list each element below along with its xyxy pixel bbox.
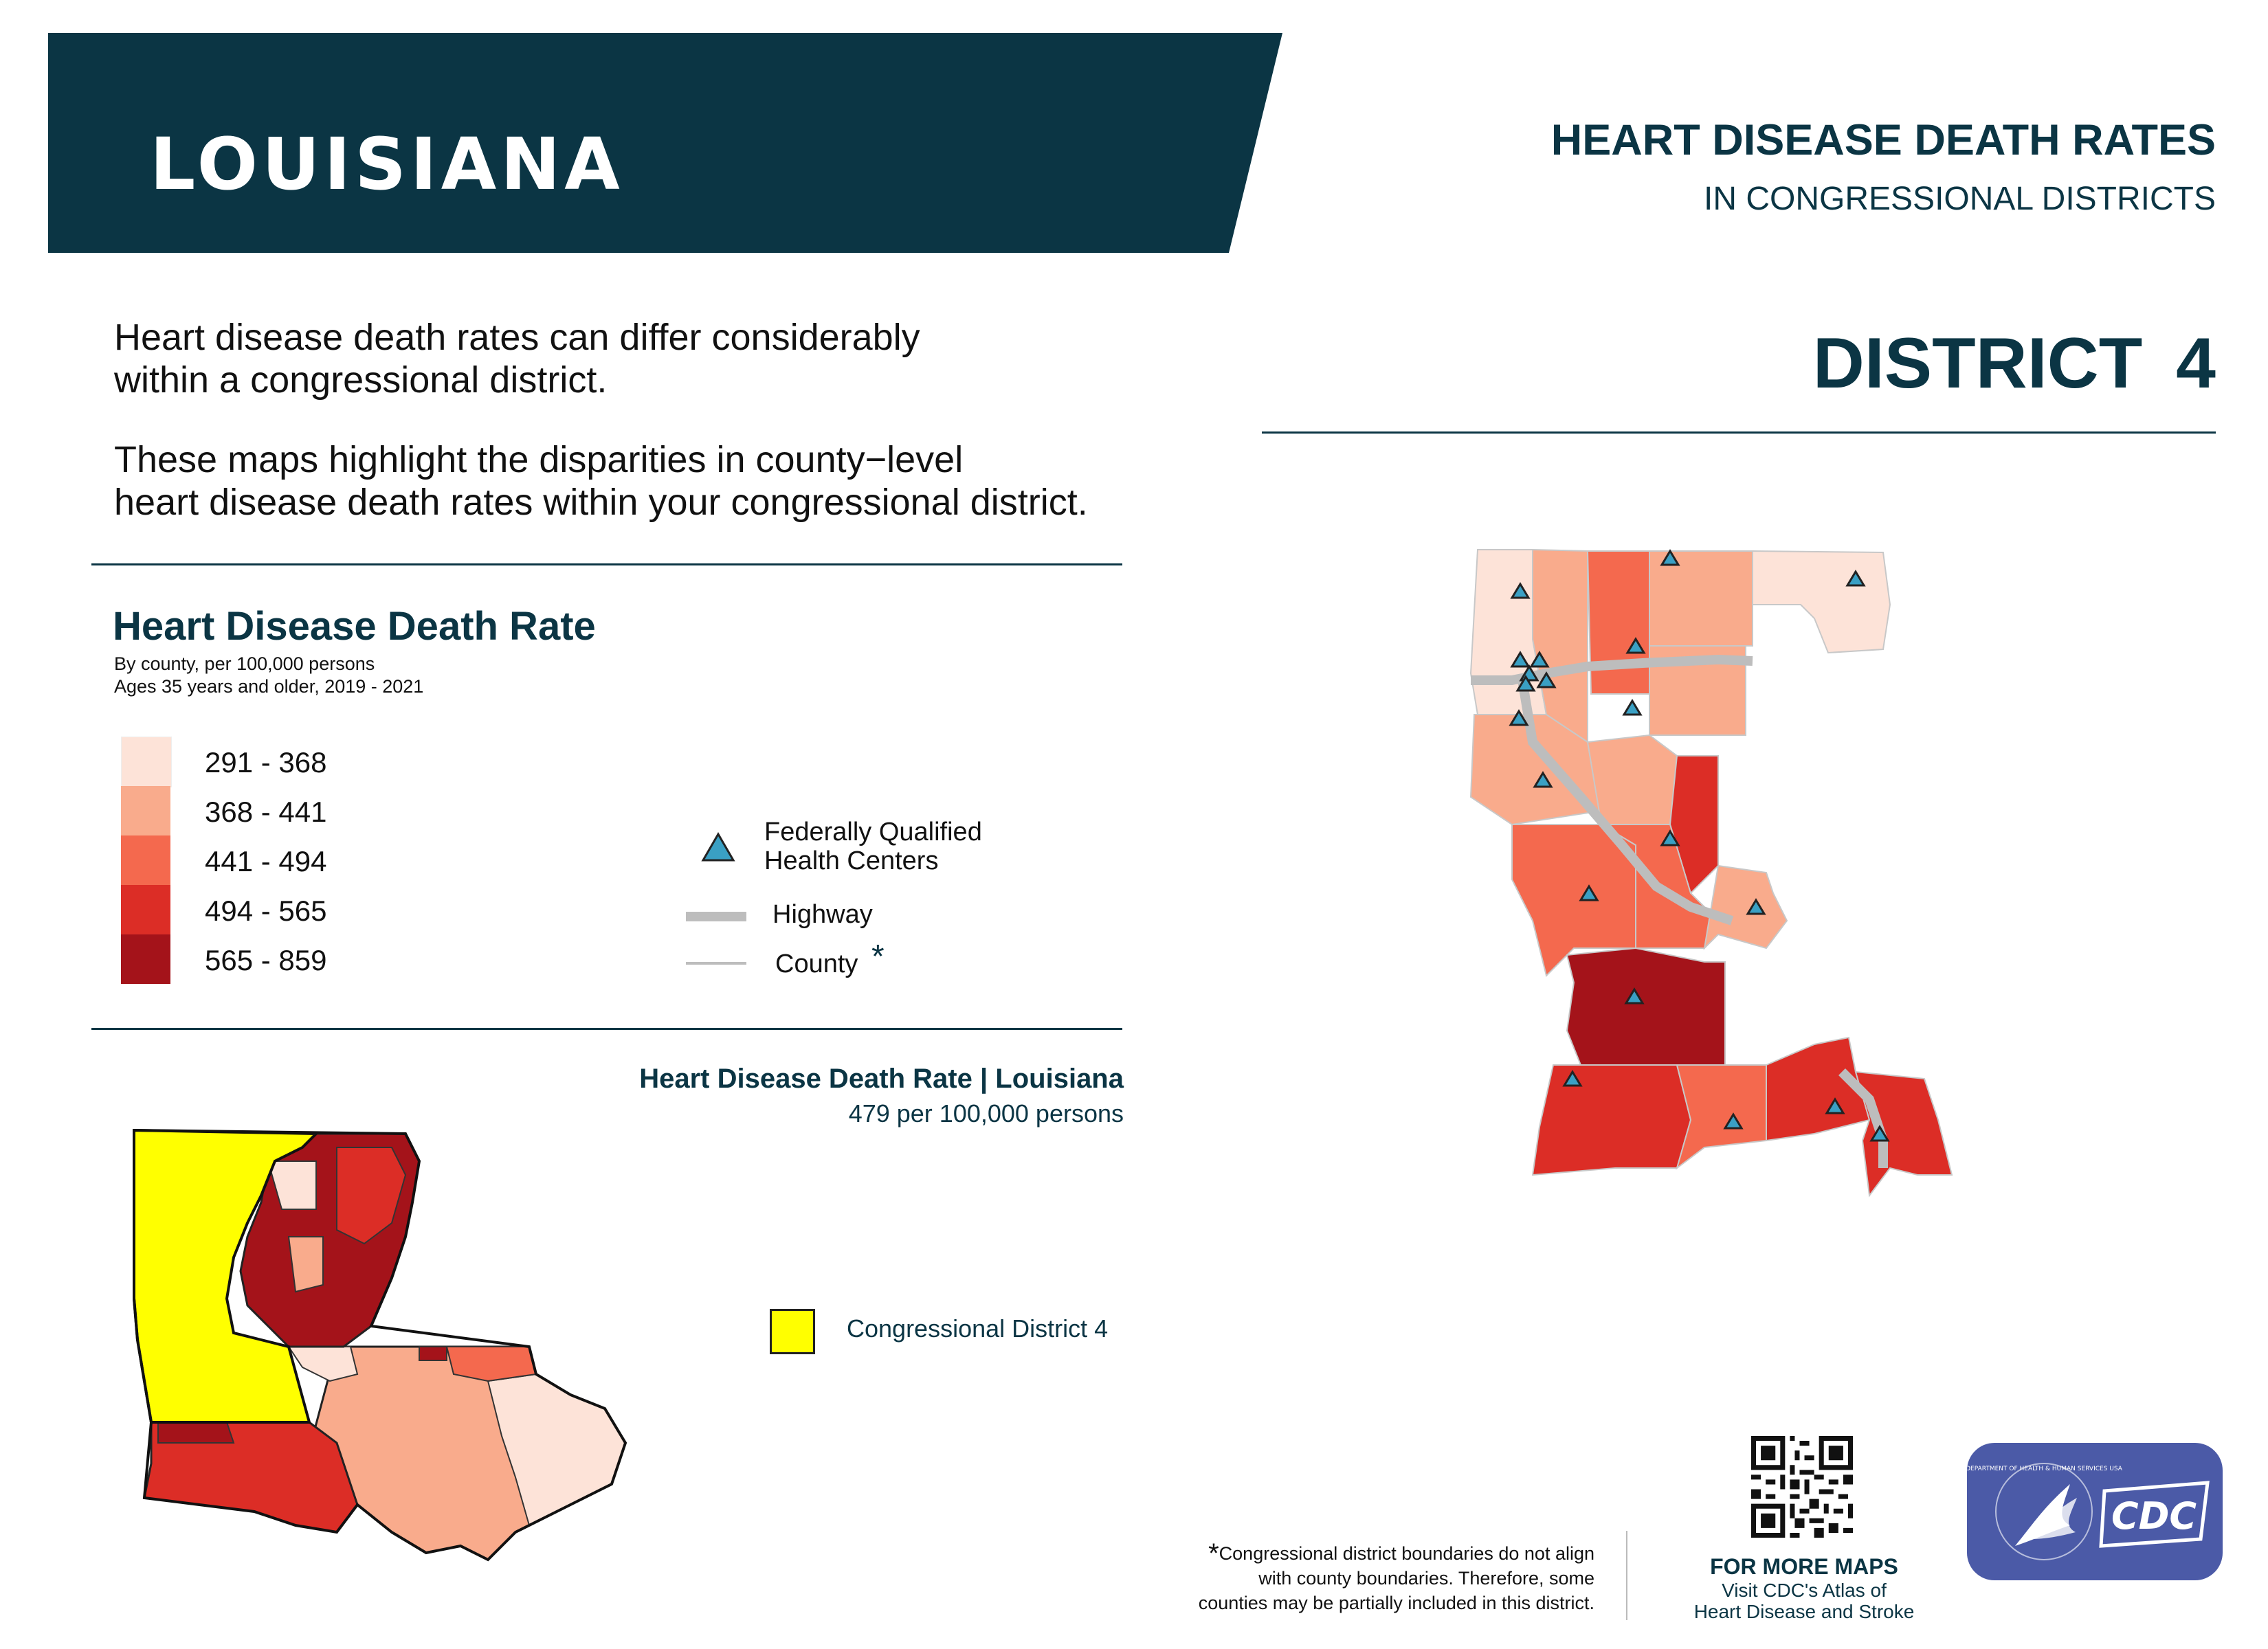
legend-bin-label: 368 - 441 bbox=[205, 796, 327, 828]
cdc-text: CDC bbox=[2111, 1494, 2197, 1538]
intro-line: heart disease death rates within your co… bbox=[114, 482, 1088, 523]
fqhc-marker bbox=[1562, 1070, 1583, 1087]
legend-swatch bbox=[121, 885, 170, 934]
footnote: *Congressional district boundaries do no… bbox=[1198, 1538, 1594, 1613]
fqhc-marker bbox=[1529, 651, 1550, 668]
state-title: LOUISIANA bbox=[150, 122, 624, 206]
county-shape bbox=[1649, 550, 1753, 647]
qr-code-icon[interactable] bbox=[1751, 1436, 1853, 1538]
legend-title: Heart Disease Death Rate bbox=[113, 604, 596, 649]
district-4-swatch bbox=[770, 1309, 815, 1354]
county-shape bbox=[1531, 1064, 1692, 1176]
fqhc-marker bbox=[1660, 829, 1680, 846]
fqhc-marker bbox=[1746, 898, 1766, 915]
legend-subtitle: Ages 35 years and older, 2019 - 2021 bbox=[114, 676, 424, 697]
legend-bin-label: 494 - 565 bbox=[205, 895, 327, 927]
county-shape bbox=[1586, 734, 1678, 825]
more-maps-heading[interactable]: FOR MORE MAPS bbox=[1710, 1554, 1898, 1579]
more-maps-link[interactable]: Visit CDC's Atlas of bbox=[1722, 1580, 1887, 1601]
district-divider bbox=[1262, 431, 2216, 434]
fqhc-marker bbox=[1624, 987, 1645, 1005]
county-shape bbox=[1649, 645, 1746, 736]
report-title: HEART DISEASE DEATH RATES bbox=[1550, 116, 2216, 164]
county-label: County bbox=[775, 950, 858, 978]
fqhc-triangle-icon bbox=[701, 832, 735, 862]
intro-line: within a congressional district. bbox=[114, 359, 608, 401]
intro-line: Heart disease death rates can differ con… bbox=[114, 317, 920, 358]
legend-swatch bbox=[121, 835, 170, 885]
legend-bin-label: 291 - 368 bbox=[205, 746, 327, 778]
legend-swatch bbox=[121, 737, 172, 787]
county-asterisk: * bbox=[871, 939, 885, 975]
central-orange-parishes bbox=[445, 1346, 537, 1382]
northeast-pink-parishes bbox=[287, 1236, 324, 1293]
intro-text: Heart disease death rates can differ con… bbox=[114, 316, 1088, 524]
district-title: DISTRICT 4 bbox=[1812, 324, 2216, 403]
fqhc-marker bbox=[1533, 771, 1553, 788]
county-shape bbox=[1854, 1070, 1953, 1198]
header-banner bbox=[48, 33, 1282, 253]
highway-label: Highway bbox=[772, 900, 873, 929]
state-outline bbox=[133, 1128, 627, 1562]
county-line-icon bbox=[686, 962, 746, 965]
legend-swatch bbox=[121, 934, 170, 984]
county-shape bbox=[1566, 947, 1726, 1066]
highway-line bbox=[1517, 679, 1734, 926]
fqhc-marker bbox=[1536, 671, 1557, 688]
intro-line: These maps highlight the disparities in … bbox=[114, 439, 964, 480]
footer-divider bbox=[1626, 1531, 1627, 1620]
hhs-eagle-icon: DEPARTMENT OF HEALTH & HUMAN SERVICES US… bbox=[1966, 1463, 2210, 1560]
more-maps-link[interactable]: Heart Disease and Stroke bbox=[1693, 1601, 1915, 1622]
fqhc-label: Federally Qualified Health Centers bbox=[764, 818, 982, 875]
fqhc-marker bbox=[1845, 570, 1866, 587]
county-shape bbox=[1586, 550, 1650, 695]
louisiana-overview-map bbox=[133, 1128, 627, 1562]
fqhc-marker bbox=[1723, 1112, 1744, 1130]
fqhc-marker bbox=[1825, 1097, 1845, 1114]
fqhc-marker bbox=[1625, 637, 1646, 654]
central-parishes bbox=[287, 1346, 359, 1382]
fqhc-marker bbox=[1509, 709, 1529, 726]
legend-bin-label: 441 - 494 bbox=[205, 845, 327, 877]
highway-line-icon bbox=[686, 912, 746, 921]
state-rate-value: 479 per 100,000 persons bbox=[848, 1099, 1124, 1128]
more-maps-block[interactable]: FOR MORE MAPS Visit CDC's Atlas of Heart… bbox=[1625, 1554, 1983, 1622]
legend-symbols bbox=[686, 832, 746, 965]
county-shape bbox=[1676, 1064, 1767, 1170]
central-dark-parish bbox=[419, 1346, 447, 1361]
hhs-cdc-logo: DEPARTMENT OF HEALTH & HUMAN SERVICES US… bbox=[1966, 1443, 2223, 1580]
legend-subtitle: By county, per 100,000 persons bbox=[114, 653, 375, 674]
highway-line bbox=[1838, 1068, 1888, 1168]
state-rate-title: Heart Disease Death Rate | Louisiana bbox=[639, 1064, 1124, 1094]
intro-divider bbox=[91, 563, 1122, 565]
hhs-text: DEPARTMENT OF HEALTH & HUMAN SERVICES US… bbox=[1967, 1466, 2123, 1472]
legend-swatch bbox=[121, 786, 170, 835]
legend-bin-label: 565 - 859 bbox=[205, 944, 327, 976]
highway-line bbox=[1471, 654, 1753, 685]
legend-divider bbox=[91, 1028, 1122, 1030]
county-shape bbox=[1752, 550, 1891, 654]
district-4-label: Congressional District 4 bbox=[847, 1314, 1109, 1343]
southwest-dark-parishes bbox=[157, 1422, 235, 1444]
district-4-detail-map bbox=[1469, 548, 1953, 1198]
fqhc-marker bbox=[1869, 1125, 1890, 1142]
fqhc-markers bbox=[1509, 549, 1890, 1142]
northeast-light-parishes bbox=[267, 1160, 317, 1210]
county-shape bbox=[1669, 755, 1719, 895]
fqhc-marker bbox=[1510, 651, 1531, 668]
northeast-red-parishes bbox=[336, 1147, 407, 1245]
fqhc-marker bbox=[1515, 675, 1536, 692]
footnote-asterisk: * bbox=[1208, 1538, 1219, 1569]
fqhc-marker bbox=[1660, 549, 1680, 566]
fqhc-marker bbox=[1510, 582, 1531, 599]
fqhc-marker bbox=[1622, 699, 1643, 716]
fqhc-marker bbox=[1579, 884, 1599, 901]
report-subtitle: IN CONGRESSIONAL DISTRICTS bbox=[1704, 181, 2216, 217]
county-shape bbox=[1703, 864, 1788, 950]
